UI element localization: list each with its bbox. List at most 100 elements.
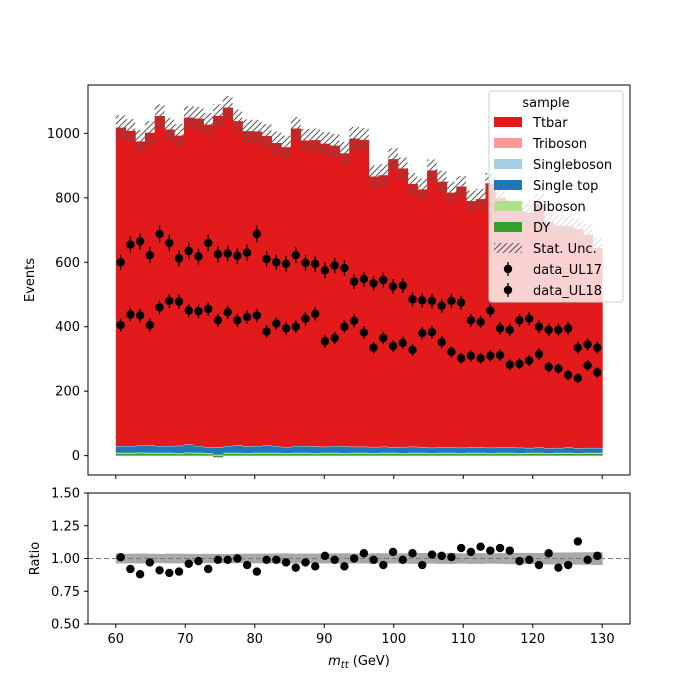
bar [446, 452, 457, 454]
data-point [135, 311, 145, 320]
bar [154, 115, 165, 446]
data-point [573, 343, 583, 352]
bar [524, 447, 535, 449]
bar [524, 452, 535, 454]
data-point [408, 295, 417, 304]
bar [193, 445, 204, 447]
data-point [583, 361, 592, 370]
data-point [437, 301, 446, 310]
ratio-point [447, 552, 456, 562]
x-tick-label: 100 [381, 632, 406, 647]
ratio-point [126, 564, 135, 574]
bar [300, 453, 311, 456]
bar [485, 453, 496, 455]
bar [242, 446, 253, 454]
bar [592, 448, 603, 453]
bar [329, 145, 341, 446]
bar [553, 448, 564, 453]
bar [261, 452, 272, 454]
legend-swatch [494, 117, 522, 127]
ratio-y-tick-label: 0.50 [51, 618, 80, 633]
bar [261, 135, 272, 446]
data-point [447, 347, 456, 357]
legend-marker [503, 285, 513, 295]
legend: sample Ttbar Triboson Singleboson Single top… [488, 90, 624, 303]
data-point [301, 258, 310, 268]
ratio-unc-band [466, 553, 477, 564]
ratio-y-tick-label: 1.00 [51, 552, 80, 567]
bar [475, 447, 486, 453]
ratio-point [135, 570, 145, 579]
bar [349, 446, 360, 448]
stat-unc-box [397, 157, 408, 180]
data-point [398, 281, 407, 290]
legend-label: Ttbar [532, 116, 568, 131]
bar [436, 453, 448, 456]
bar [144, 445, 156, 453]
bar [164, 129, 175, 446]
data-point [320, 266, 330, 275]
bar [524, 448, 535, 453]
data-point [242, 248, 252, 257]
ratio-point [165, 568, 174, 578]
bar [115, 453, 127, 456]
bar [329, 446, 341, 453]
ratio-point [583, 555, 592, 565]
legend-label: DY [533, 221, 550, 236]
data-point [573, 374, 583, 383]
stat-unc-box [446, 181, 457, 204]
data-point [466, 351, 476, 360]
data-point [194, 252, 203, 261]
bar [397, 454, 409, 456]
data-point [116, 258, 125, 267]
data-point [349, 316, 359, 326]
data-point [456, 298, 466, 307]
stat-unc-box [135, 129, 145, 154]
x-tick-label: 70 [177, 632, 194, 647]
bar [397, 453, 409, 455]
bar [573, 453, 584, 455]
bar [339, 446, 350, 454]
bar [475, 453, 486, 456]
bar [514, 454, 525, 456]
bar [174, 445, 185, 454]
data-point [194, 307, 203, 316]
ratio-point [563, 560, 573, 570]
data-point [272, 319, 281, 328]
data-point [213, 250, 223, 259]
bar [495, 452, 506, 454]
bar [154, 446, 165, 453]
bar [251, 445, 263, 447]
bar [466, 453, 477, 456]
data-point [330, 333, 339, 343]
bar [281, 447, 292, 454]
data-point [466, 316, 476, 325]
stat-unc-box [203, 113, 214, 137]
ratio-point [262, 555, 271, 565]
data-point [155, 303, 164, 312]
data-point [135, 237, 145, 246]
ratio-point [437, 551, 446, 561]
x-axis-label: mtt (GeV) [328, 654, 390, 671]
bar [242, 446, 253, 447]
bar [203, 453, 214, 455]
bar [543, 454, 555, 456]
legend-label: Triboson [532, 137, 587, 152]
bar [251, 453, 263, 456]
stat-unc-box [427, 159, 437, 182]
stat-unc-box [320, 132, 330, 156]
bar [359, 446, 370, 448]
bar [242, 453, 253, 455]
y-tick-label: 0 [72, 449, 80, 464]
bar [193, 453, 204, 456]
legend-label: data_UL18 [533, 284, 602, 299]
bar [213, 115, 224, 448]
x-tick-label: 80 [246, 632, 263, 647]
bar [446, 453, 457, 456]
bar [125, 452, 136, 454]
ratio-unc-band [553, 552, 564, 565]
stat-unc-box [144, 121, 155, 145]
ratio-point [272, 555, 281, 565]
bar [213, 455, 224, 458]
data-point [515, 359, 524, 369]
